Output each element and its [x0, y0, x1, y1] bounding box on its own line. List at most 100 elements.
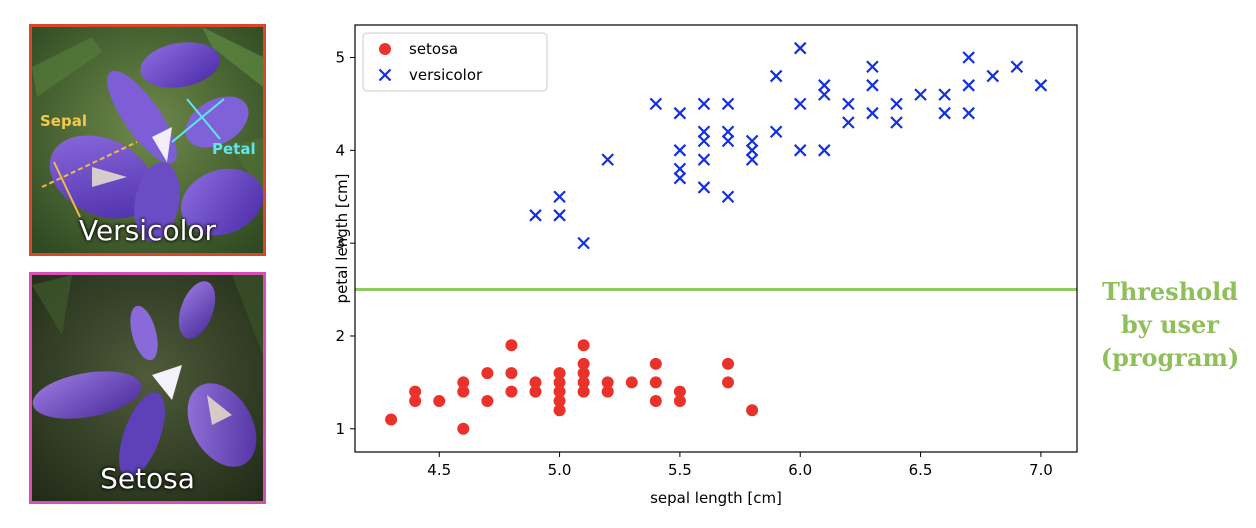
point-versicolor	[745, 153, 759, 166]
point-setosa	[481, 367, 494, 380]
point-versicolor	[697, 153, 711, 166]
petal-label: Petal	[212, 140, 256, 158]
y-tick-label: 4	[335, 141, 345, 159]
point-setosa	[529, 385, 542, 398]
point-versicolor	[818, 79, 831, 92]
point-setosa	[649, 394, 662, 407]
point-setosa	[457, 422, 470, 435]
legend-marker-versicolor	[378, 68, 392, 82]
y-tick-label: 3	[335, 234, 345, 252]
point-versicolor	[673, 106, 687, 120]
point-versicolor	[745, 134, 759, 148]
plot-frame	[354, 24, 1078, 453]
point-setosa	[577, 376, 590, 389]
point-versicolor	[793, 144, 807, 157]
point-setosa	[577, 339, 590, 352]
versicolor-flower-image	[32, 27, 263, 253]
point-versicolor	[1010, 60, 1024, 74]
point-versicolor	[769, 125, 783, 139]
point-versicolor	[890, 116, 903, 129]
x-axis-label: sepal length [cm]	[650, 489, 782, 507]
point-versicolor	[890, 97, 903, 111]
point-versicolor	[553, 209, 566, 222]
point-versicolor	[914, 88, 927, 101]
point-versicolor	[793, 97, 807, 111]
threshold-annotation: Threshold by user (program)	[1090, 275, 1250, 374]
point-versicolor	[697, 125, 711, 139]
point-versicolor	[721, 134, 735, 148]
point-versicolor	[673, 162, 687, 176]
scatter-chart: 4.5 5.0 5.5 6.0 6.5 7.0 1 2 3 4 5 sepal length [cm]…	[333, 24, 1078, 507]
point-setosa	[505, 339, 518, 352]
x-tick-label: 6.0	[788, 461, 812, 479]
x-tick-label: 5.5	[668, 461, 692, 479]
point-versicolor	[769, 69, 783, 83]
point-versicolor	[962, 51, 975, 64]
point-setosa	[457, 376, 470, 389]
point-versicolor	[842, 97, 855, 111]
point-versicolor	[577, 236, 590, 250]
point-versicolor	[673, 144, 687, 157]
point-setosa	[553, 367, 566, 380]
point-setosa	[577, 367, 590, 380]
point-versicolor	[697, 134, 711, 148]
point-setosa	[553, 404, 566, 417]
versicolor-caption: Versicolor	[78, 214, 217, 247]
point-versicolor	[986, 69, 1000, 83]
point-versicolor	[962, 106, 975, 120]
point-setosa	[385, 413, 398, 426]
point-versicolor	[866, 106, 879, 120]
point-setosa	[673, 394, 686, 407]
point-setosa	[746, 404, 759, 417]
point-versicolor	[842, 116, 855, 129]
threshold-annotation-line-2: by user	[1121, 310, 1219, 339]
point-setosa	[673, 385, 686, 398]
point-versicolor	[721, 97, 735, 111]
point-versicolor	[1034, 79, 1048, 92]
point-setosa	[649, 376, 662, 389]
point-versicolor	[721, 125, 735, 139]
y-axis-label: petal length [cm]	[333, 174, 351, 304]
point-versicolor	[745, 144, 759, 157]
legend-label-versicolor: versicolor	[409, 66, 483, 84]
point-versicolor	[938, 88, 951, 101]
y-tick-label: 1	[335, 420, 345, 438]
point-setosa	[577, 357, 590, 370]
legend-box	[362, 32, 548, 92]
y-tick-label: 2	[335, 327, 345, 345]
versicolor-photo: Sepal Petal Versicolor	[29, 24, 266, 256]
point-versicolor	[962, 79, 975, 92]
point-setosa	[433, 394, 446, 407]
point-setosa	[601, 376, 614, 389]
point-versicolor	[938, 106, 951, 120]
point-setosa	[649, 357, 662, 370]
point-setosa	[457, 385, 470, 398]
point-versicolor	[818, 144, 831, 157]
x-tick-label: 6.5	[909, 461, 933, 479]
point-versicolor	[529, 209, 542, 222]
point-setosa	[481, 394, 494, 407]
point-setosa	[553, 385, 566, 398]
point-setosa	[625, 376, 638, 389]
point-setosa	[553, 376, 566, 389]
point-setosa	[722, 376, 735, 389]
point-setosa	[409, 394, 422, 407]
point-versicolor	[793, 41, 807, 55]
threshold-annotation-line-1: Threshold	[1101, 277, 1239, 306]
point-versicolor	[673, 171, 687, 185]
x-tick-label: 7.0	[1029, 461, 1053, 479]
point-versicolor	[601, 153, 614, 166]
point-versicolor	[866, 60, 879, 74]
point-setosa	[409, 385, 422, 398]
point-versicolor	[721, 190, 735, 204]
legend-marker-setosa	[379, 43, 391, 55]
point-versicolor	[553, 190, 566, 204]
x-tick-label: 4.5	[427, 461, 451, 479]
y-tick-label: 5	[335, 48, 345, 66]
point-setosa	[577, 385, 590, 398]
point-versicolor	[649, 97, 663, 111]
setosa-flower-image	[32, 275, 263, 501]
point-setosa	[553, 394, 566, 407]
point-versicolor	[697, 181, 711, 194]
legend-label-setosa: setosa	[409, 40, 458, 58]
